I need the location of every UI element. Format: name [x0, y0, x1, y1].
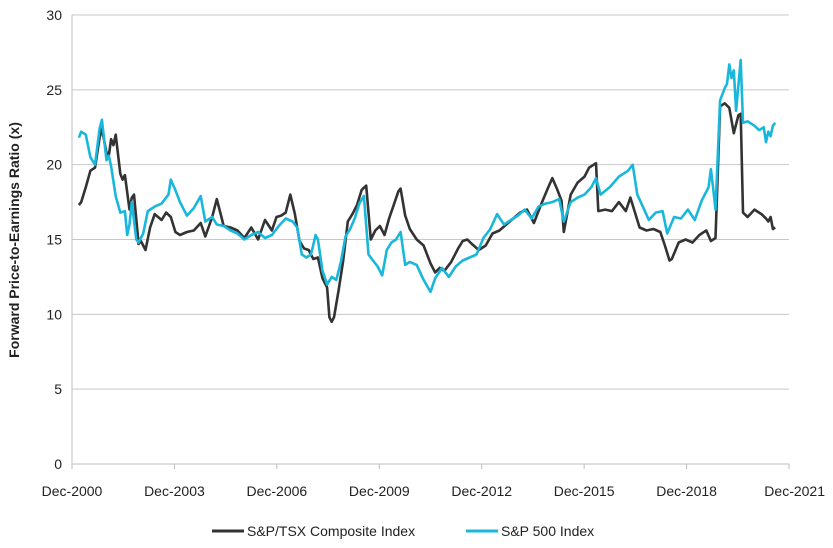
y-tick-label: 15	[46, 232, 62, 248]
x-tick-label: Dec-2015	[554, 483, 615, 499]
y-tick-label: 20	[46, 157, 62, 173]
x-tick-label: Dec-2009	[349, 483, 410, 499]
x-tick-label: Dec-2006	[247, 483, 308, 499]
x-tick-label: Dec-2021	[764, 483, 825, 499]
y-tick-label: 30	[46, 7, 62, 23]
x-tick-label: Dec-2018	[656, 483, 717, 499]
x-tick-labels: Dec-2000 Dec-2003 Dec-2006 Dec-2009 Dec-2012…	[42, 464, 825, 499]
y-tick-label: 5	[54, 381, 62, 397]
series-line-sp500	[77, 58, 777, 294]
y-tick-label: 10	[46, 306, 62, 322]
legend-label-tsx: S&P/TSX Composite Index	[247, 523, 415, 539]
y-tick-labels: 0 5 10 15 20 25 30	[46, 7, 62, 472]
axes	[71, 15, 789, 465]
x-tick-label: Dec-2000	[42, 483, 103, 499]
y-axis-title: Forward Price-to-Earnings Ratio (x)	[6, 122, 22, 358]
x-tick-label: Dec-2003	[144, 483, 205, 499]
legend: S&P/TSX Composite Index S&P 500 Index	[212, 523, 594, 539]
y-tick-label: 0	[54, 456, 62, 472]
series-lines	[77, 58, 777, 324]
legend-label-sp500: S&P 500 Index	[501, 523, 594, 539]
y-tick-label: 25	[46, 82, 62, 98]
series-line-tsx	[77, 102, 776, 324]
x-tick-label: Dec-2012	[451, 483, 512, 499]
gridlines	[72, 14, 789, 390]
